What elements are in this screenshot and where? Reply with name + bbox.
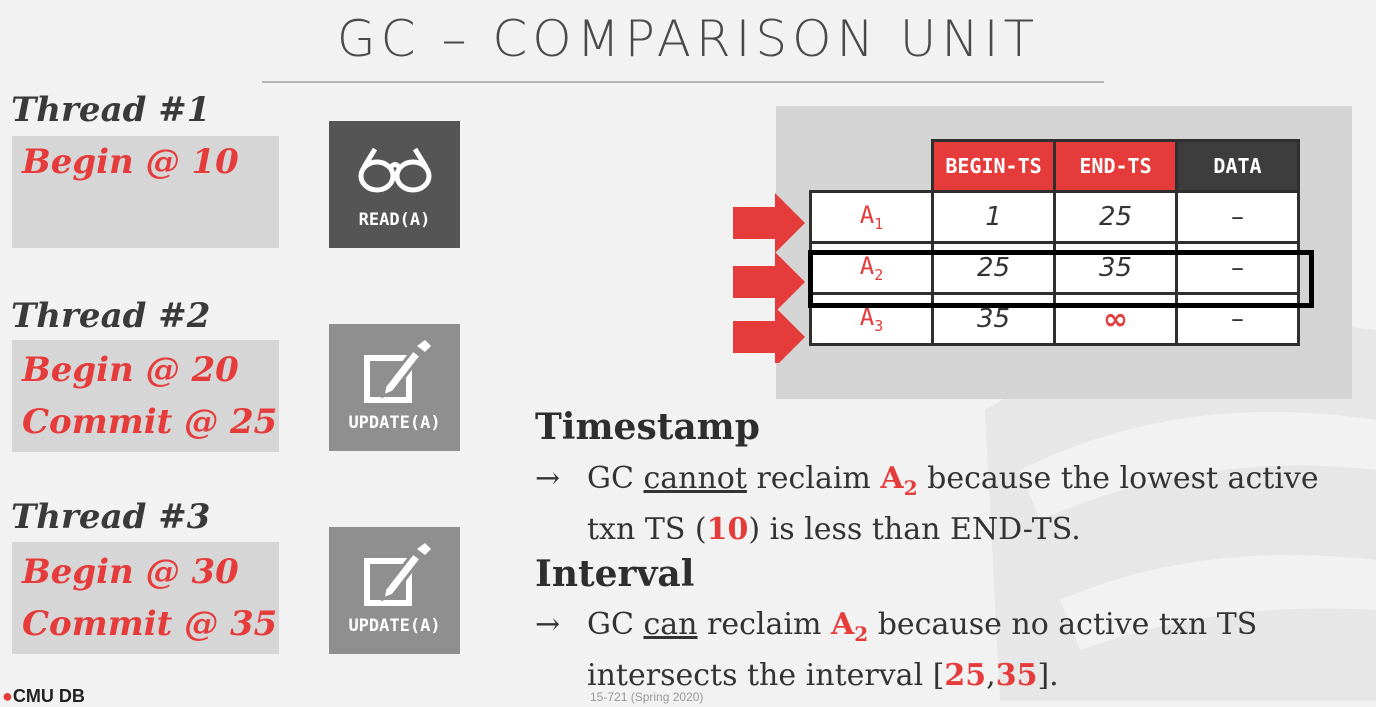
table-corner [811, 141, 933, 192]
timestamp-bullet: → GC cannot reclaim A2 because the lowest… [535, 458, 1335, 551]
slide-title: GC – COMPARISON UNIT [336, 10, 1040, 68]
thread-2-begin: Begin @ 20 [22, 350, 239, 390]
data-cell: – [1175, 292, 1300, 346]
thread-2-commit: Commit @ 25 [22, 402, 278, 442]
thread-2-op-box: UPDATE(A) [329, 324, 460, 451]
thread-3-box: Begin @ 30 Commit @ 35 [12, 542, 279, 654]
thread-2-label: Thread #2 [11, 296, 211, 336]
thread-1-label: Thread #1 [11, 90, 211, 130]
arrow-bullet-icon: → [535, 461, 561, 496]
version-table: BEGIN-TS END-TS DATA A1 1 25 – A2 25 35 … [809, 139, 1300, 346]
begin-ts-cell: 1 [931, 190, 1056, 244]
glasses-icon [329, 121, 460, 248]
thread-3-label: Thread #3 [11, 497, 211, 537]
thread-3-begin: Begin @ 30 [22, 552, 239, 592]
course-footer: 15-721 (Spring 2020) [590, 690, 704, 704]
end-ts-cell-infinity: ∞ [1053, 292, 1178, 346]
data-cell: – [1175, 190, 1300, 244]
version-label: A3 [809, 292, 934, 346]
header-end-ts: END-TS [1053, 139, 1178, 193]
row-a2-highlight [808, 250, 1314, 308]
version-label: A1 [809, 190, 934, 244]
header-data: DATA [1175, 139, 1300, 193]
cmu-db-logo: ●CMU DB [2, 686, 85, 706]
thread-1-op-label: READ(A) [358, 210, 431, 230]
end-ts-cell: 25 [1053, 190, 1178, 244]
table-row: A3 35 ∞ – [809, 292, 1300, 346]
begin-ts-cell: 35 [931, 292, 1056, 346]
title-divider [262, 81, 1104, 83]
arrow-bullet-icon: → [535, 607, 561, 642]
thread-3-op-label: UPDATE(A) [348, 616, 441, 636]
thread-2-op-label: UPDATE(A) [348, 413, 441, 433]
arrow-right-icon [733, 193, 805, 253]
header-begin-ts: BEGIN-TS [931, 139, 1056, 193]
interval-bullet: → GC can reclaim A2 because no active txn… [535, 604, 1335, 697]
thread-1-begin: Begin @ 10 [22, 142, 239, 182]
logo-mark-icon: ● [2, 686, 13, 706]
thread-1-box: Begin @ 10 [12, 136, 279, 248]
arrow-right-icon [733, 307, 805, 363]
thread-3-commit: Commit @ 35 [22, 604, 278, 644]
thread-1-op-box: READ(A) [329, 121, 460, 248]
thread-2-box: Begin @ 20 Commit @ 25 [12, 340, 279, 452]
thread-3-op-box: UPDATE(A) [329, 527, 460, 654]
interval-heading: Interval [535, 553, 695, 595]
version-pointer-arrows [733, 193, 805, 363]
edit-icon [329, 527, 460, 654]
arrow-right-icon [733, 252, 805, 312]
edit-icon [329, 324, 460, 451]
timestamp-heading: Timestamp [535, 406, 760, 448]
table-row: A1 1 25 – [809, 190, 1300, 244]
